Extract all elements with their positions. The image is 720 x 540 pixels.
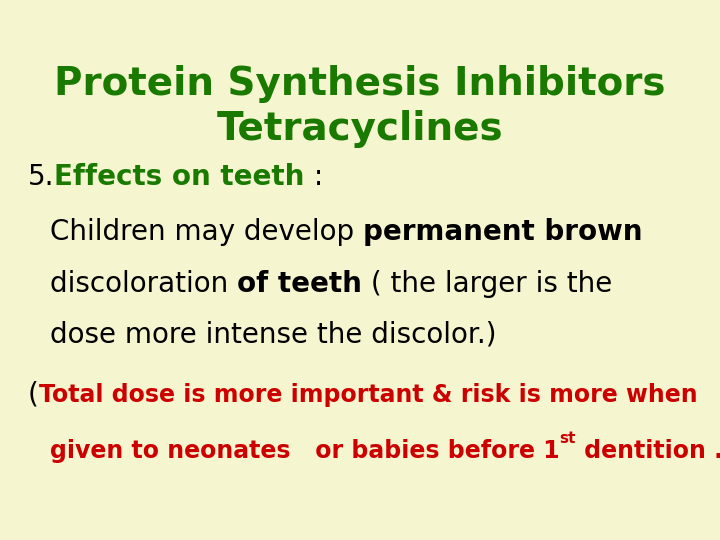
Text: 5.: 5. [28,163,55,191]
Text: given to neonates   or babies before 1: given to neonates or babies before 1 [50,439,559,463]
Text: dentition .: dentition . [576,439,720,463]
Text: of teeth: of teeth [237,270,362,298]
Text: discoloration: discoloration [50,270,237,298]
Text: dose more intense the discolor.): dose more intense the discolor.) [50,321,497,349]
Text: Total dose is more important & risk is more when: Total dose is more important & risk is m… [39,383,698,407]
Text: Protein Synthesis Inhibitors
Tetracyclines: Protein Synthesis Inhibitors Tetracyclin… [54,65,666,148]
Text: (: ( [28,380,39,408]
Text: Children may develop: Children may develop [50,218,363,246]
Text: ( the larger is the: ( the larger is the [362,270,612,298]
Text: Effects on teeth: Effects on teeth [55,163,305,191]
Text: st: st [559,431,576,446]
Text: :: : [305,163,323,191]
Text: permanent brown: permanent brown [363,218,642,246]
